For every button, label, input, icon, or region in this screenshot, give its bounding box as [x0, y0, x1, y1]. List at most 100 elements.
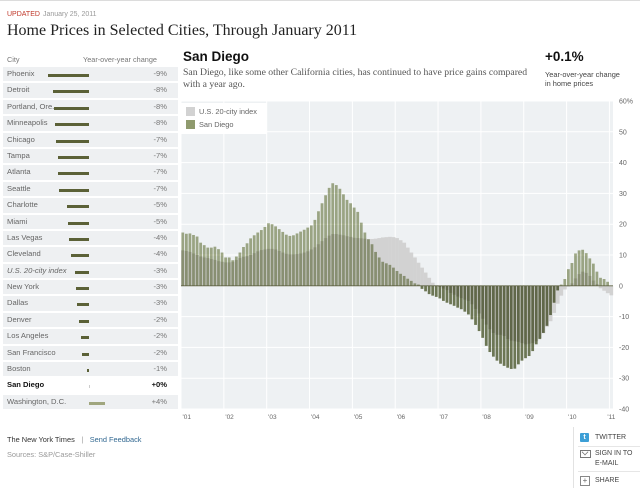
city-row[interactable]: Portland, Ore. -8%	[3, 99, 178, 115]
top-border	[0, 0, 640, 1]
city-row[interactable]: Las Vegas -4%	[3, 230, 178, 246]
san-diego-bar	[281, 231, 285, 286]
san-diego-bar	[331, 183, 335, 286]
city-row[interactable]: U.S. 20-city index -3%	[3, 263, 178, 279]
twitter-button[interactable]: t TWITTER	[580, 433, 640, 443]
san-diego-bar	[467, 285, 470, 315]
san-diego-bar	[199, 242, 203, 286]
change-value-label: -4%	[153, 232, 167, 242]
san-diego-bar	[288, 235, 292, 286]
change-bar	[66, 205, 89, 209]
san-diego-bar	[495, 285, 499, 361]
share-divider	[573, 427, 574, 488]
send-feedback-link[interactable]: Send Feedback	[89, 435, 142, 444]
city-row[interactable]: New York -3%	[3, 280, 178, 295]
email-signin-button[interactable]: SIGN IN TO E-MAIL	[580, 449, 640, 469]
city-row[interactable]: Cleveland -4%	[3, 247, 178, 262]
city-row[interactable]: Miami -5%	[3, 214, 178, 229]
us-index-bar	[566, 285, 571, 287]
city-row[interactable]: Detroit -8%	[3, 83, 178, 98]
san-diego-bar	[202, 245, 206, 286]
san-diego-bar	[459, 285, 463, 310]
san-diego-bar	[524, 285, 527, 359]
change-value-label: -2%	[153, 347, 167, 357]
san-diego-bar	[234, 256, 238, 286]
x-tick-label: '06	[397, 414, 406, 421]
share-button[interactable]: + SHARE	[580, 476, 640, 486]
y-tick-label: -40	[619, 407, 629, 414]
updated-label: UPDATED	[7, 11, 40, 18]
san-diego-bar	[517, 285, 520, 365]
city-row[interactable]: San Francisco -2%	[3, 345, 178, 361]
san-diego-bar	[417, 284, 420, 286]
city-name: Detroit	[7, 85, 30, 95]
us-index-bar	[398, 240, 403, 286]
san-diego-bar	[434, 285, 438, 297]
change-bar	[55, 139, 89, 143]
city-row[interactable]: San Diego +0%	[3, 378, 178, 393]
san-diego-bar	[309, 225, 313, 286]
city-row[interactable]: Dallas -3%	[3, 296, 178, 311]
city-row[interactable]: Denver -2%	[3, 312, 178, 328]
city-row[interactable]: Tampa -7%	[3, 148, 178, 164]
change-value-label: -7%	[153, 150, 167, 160]
city-name: New York	[7, 282, 40, 292]
chart-legend: U.S. 20-city index San Diego	[181, 103, 267, 134]
x-tick-label: '04	[311, 414, 320, 421]
us-index-bar	[563, 285, 567, 290]
san-diego-bar	[181, 232, 185, 286]
city-row[interactable]: Los Angeles -2%	[3, 329, 178, 344]
city-row[interactable]: Phoenix -9%	[3, 67, 178, 82]
us-index-bar	[609, 285, 614, 296]
y-tick-label: 30	[619, 191, 627, 198]
x-tick-label: '01	[183, 414, 192, 421]
change-bar	[86, 369, 89, 373]
san-diego-bar	[606, 281, 610, 286]
city-row[interactable]: Minneapolis -8%	[3, 116, 178, 131]
us-index-bar	[430, 282, 435, 286]
city-row[interactable]: Seattle -7%	[3, 181, 178, 197]
updated-date: January 25, 2011	[42, 11, 97, 18]
us-index-bar	[384, 237, 389, 286]
san-diego-bar	[399, 273, 402, 286]
us-index-bar	[380, 237, 385, 286]
city-row[interactable]: Washington, D.C. +4%	[3, 394, 178, 410]
city-row[interactable]: Chicago -7%	[3, 132, 178, 147]
san-diego-bar	[352, 207, 356, 286]
san-diego-bar	[356, 211, 360, 286]
change-bar	[59, 188, 89, 192]
city-row[interactable]: Boston -1%	[3, 362, 178, 377]
brand-name: The New York Times	[7, 435, 75, 444]
san-diego-bar	[256, 232, 260, 286]
us-index-bar	[388, 236, 392, 286]
san-diego-bar	[195, 236, 199, 286]
us-index-bar	[420, 267, 424, 286]
price-change-chart: 60% 50 40 30 20 10 0 -10 -20 -30 -40 '01 '02 '03 '04 '0…	[180, 99, 633, 421]
san-diego-bar	[263, 226, 267, 286]
san-diego-bar	[295, 233, 299, 286]
x-tick-label: '05	[354, 414, 363, 421]
san-diego-bar	[395, 271, 399, 286]
city-name: Portland, Ore.	[7, 101, 55, 111]
us-index-bar	[405, 247, 410, 286]
san-diego-bar	[188, 233, 192, 286]
san-diego-bar	[242, 246, 245, 286]
san-diego-bar	[206, 247, 210, 286]
san-diego-bar	[456, 285, 460, 308]
san-diego-bar	[245, 243, 249, 286]
city-row[interactable]: Atlanta -7%	[3, 165, 178, 180]
san-diego-bar	[492, 285, 495, 357]
san-diego-bar	[452, 285, 456, 306]
san-diego-bar	[334, 185, 338, 286]
change-value-label: -7%	[153, 167, 167, 177]
y-tick-label: -30	[619, 376, 629, 383]
san-diego-bar	[574, 253, 577, 286]
san-diego-bar	[338, 188, 342, 286]
change-value-label: -7%	[153, 134, 167, 144]
selected-city-title: San Diego	[183, 49, 250, 64]
san-diego-bar	[370, 244, 374, 286]
city-row[interactable]: Charlotte -5%	[3, 198, 178, 213]
city-name: San Francisco	[7, 347, 56, 357]
san-diego-bar	[349, 203, 352, 286]
city-list: Phoenix -9% Detroit -8% Portland, Ore. -8% Min…	[3, 67, 178, 411]
